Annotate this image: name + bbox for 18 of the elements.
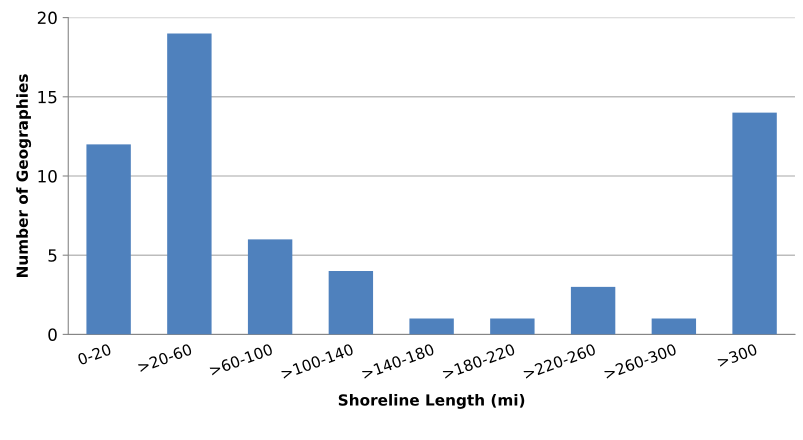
y-tick-label: 0 bbox=[48, 328, 57, 341]
bar bbox=[328, 271, 374, 334]
y-tick-label: 5 bbox=[48, 249, 56, 262]
x-tick-label: 0-20 bbox=[77, 343, 112, 366]
bar bbox=[167, 33, 212, 334]
bar bbox=[409, 318, 454, 334]
x-tick-label: >300 bbox=[716, 343, 758, 368]
x-axis-title: Shoreline Length (mi) bbox=[338, 394, 524, 409]
bar bbox=[248, 239, 292, 334]
bar bbox=[86, 144, 131, 334]
bar bbox=[490, 318, 535, 334]
bar bbox=[652, 318, 696, 334]
y-tick-label: 20 bbox=[38, 12, 57, 24]
y-axis-title: Number of Geographies bbox=[16, 74, 32, 278]
bar bbox=[732, 112, 777, 334]
bar bbox=[570, 286, 616, 334]
y-tick-label: 10 bbox=[38, 170, 57, 183]
y-tick-label: 15 bbox=[38, 90, 56, 104]
